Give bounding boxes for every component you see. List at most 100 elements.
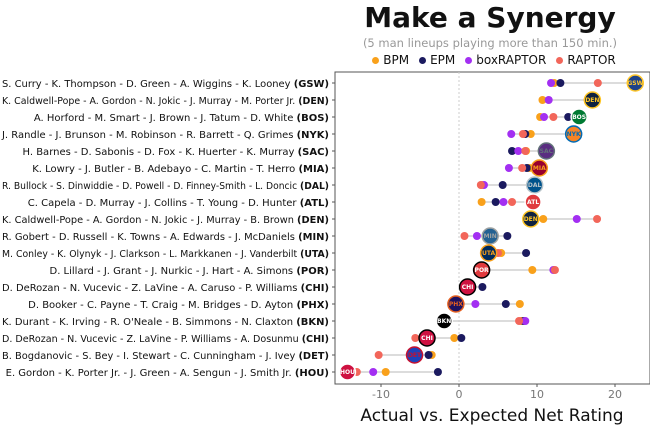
- team-logo-text: SAC: [540, 148, 554, 155]
- point-epm: [556, 79, 565, 87]
- lineup-row: K. Caldwell-Pope - A. Gordon - N. Jokic …: [2, 210, 602, 228]
- lineup-label: C. Capela - D. Murray - J. Collins - T. …: [28, 198, 329, 209]
- legend-item-raptor: RAPTOR: [556, 53, 616, 67]
- lineup-label: D. DeRozan - N. Vucevic - Z. LaVine - A.…: [2, 283, 329, 294]
- team-logo-text: BOS: [572, 114, 586, 121]
- point-raptor: [411, 334, 420, 342]
- lineup-label: K. Caldwell-Pope - A. Gordon - N. Jokic …: [2, 215, 329, 226]
- lineup-label: R. Bullock - S. Dinwiddie - D. Powell - …: [2, 181, 329, 192]
- team-logo-chi: [418, 329, 436, 347]
- point-epm: [433, 368, 442, 376]
- point-raptor: [593, 79, 602, 87]
- x-tick-label: -10: [372, 388, 390, 401]
- chart-title: Make a Synergy: [364, 1, 616, 34]
- lineup-label: K. Lowry - J. Butler - B. Adebayo - C. M…: [32, 164, 329, 175]
- lineup-label: J. Randle - J. Brunson - M. Robinson - R…: [1, 130, 329, 141]
- team-logo-text: DEN: [585, 97, 599, 104]
- lineup-row: M. Conley - K. Olynyk - J. Clarkson - L.…: [2, 244, 531, 262]
- point-bpm: [515, 300, 524, 308]
- team-logo-den: [583, 91, 602, 109]
- point-boxraptor: [507, 130, 516, 138]
- team-logo-bos: [570, 108, 588, 126]
- plot-border: [334, 71, 650, 385]
- point-epm: [478, 283, 487, 291]
- point-bpm: [539, 215, 548, 223]
- point-boxraptor: [504, 164, 513, 172]
- lineup-row: D. Booker - C. Payne - T. Craig - M. Bri…: [28, 295, 524, 313]
- legend-swatch-boxraptor: [465, 56, 473, 64]
- team-logo-min: [481, 227, 499, 245]
- point-boxraptor: [572, 215, 581, 223]
- team-logo-text: HOU: [340, 369, 355, 376]
- team-logo-text: DAL: [528, 182, 542, 189]
- team-logo-nyk: [564, 125, 583, 143]
- lineup-row: S. Curry - K. Thompson - D. Green - A. W…: [2, 74, 645, 92]
- point-bpm: [528, 266, 537, 274]
- team-logo-text: ATL: [527, 199, 539, 206]
- point-bpm: [538, 96, 547, 104]
- point-boxraptor: [547, 79, 556, 87]
- lineup-label: H. Barnes - D. Sabonis - D. Fox - K. Hue…: [23, 147, 330, 158]
- point-boxraptor: [369, 368, 378, 376]
- lineup-label: D. Booker - C. Payne - T. Craig - M. Bri…: [28, 300, 329, 311]
- team-logo-text: GSW: [627, 80, 643, 87]
- legend-item-epm: EPM: [419, 53, 455, 67]
- point-raptor: [508, 198, 517, 206]
- legend-swatch-epm: [419, 56, 427, 64]
- team-logo-text: DET: [408, 352, 422, 359]
- lineup-label: B. Bogdanovic - S. Bey - I. Stewart - C.…: [2, 351, 329, 362]
- lineup-row: K. Lowry - J. Butler - B. Adebayo - C. M…: [32, 159, 549, 177]
- team-logo-text: UTA: [482, 250, 495, 257]
- point-raptor: [374, 351, 383, 359]
- lineup-label: K. Durant - K. Irving - R. O'Neale - B. …: [2, 317, 329, 328]
- point-epm: [501, 300, 510, 308]
- team-logo-text: POR: [475, 267, 489, 274]
- point-raptor: [518, 130, 527, 138]
- point-raptor: [593, 215, 602, 223]
- point-epm: [491, 198, 500, 206]
- point-boxraptor: [544, 96, 553, 104]
- chart-subtitle: (5 man lineups playing more than 150 min…: [362, 36, 618, 50]
- point-epm: [564, 113, 573, 121]
- point-epm: [457, 334, 466, 342]
- lineup-row: K. Durant - K. Irving - R. O'Neale - B. …: [2, 312, 530, 330]
- lineup-row: A. Horford - M. Smart - J. Brown - J. Ta…: [34, 108, 588, 126]
- team-logo-text: BKN: [437, 318, 451, 325]
- point-epm: [522, 249, 531, 257]
- team-logo-chi: [458, 278, 477, 296]
- point-bpm: [450, 334, 459, 342]
- point-boxraptor: [472, 232, 481, 240]
- legend-swatch-raptor: [556, 56, 564, 64]
- lineup-label: D. Lillard - J. Grant - J. Nurkic - J. H…: [50, 266, 330, 277]
- lineup-label: K. Caldwell-Pope - A. Gordon - N. Jokic …: [2, 96, 329, 107]
- legend-label: boxRAPTOR: [476, 53, 547, 67]
- x-tick-label: 10: [530, 388, 544, 401]
- lineup-label: R. Gobert - D. Russell - K. Towns - A. E…: [2, 232, 329, 243]
- lineup-row: E. Gordon - K. Porter Jr. - J. Green - A…: [6, 363, 442, 381]
- team-logo-hou: [338, 363, 357, 381]
- team-logo-phx: [447, 295, 465, 313]
- point-epm: [503, 232, 512, 240]
- legend-label: EPM: [430, 53, 456, 67]
- lineup-row: D. Lillard - J. Grant - J. Nurkic - J. H…: [50, 261, 559, 279]
- team-logo-mia: [530, 159, 549, 177]
- point-raptor: [550, 266, 559, 274]
- lineup-label: E. Gordon - K. Porter Jr. - J. Green - A…: [6, 368, 329, 379]
- team-logo-atl: [524, 193, 542, 211]
- point-bpm: [381, 368, 390, 376]
- legend-label: BPM: [383, 53, 410, 67]
- team-logo-gsw: [626, 74, 645, 92]
- point-boxraptor: [514, 147, 523, 155]
- team-logo-text: NYK: [567, 131, 581, 138]
- team-logo-text: CHI: [462, 284, 474, 291]
- lineup-row: J. Randle - J. Brunson - M. Robinson - R…: [1, 125, 583, 143]
- point-boxraptor: [521, 317, 530, 325]
- team-logo-sac: [537, 142, 556, 160]
- legend-label: RAPTOR: [567, 53, 616, 67]
- legend-item-boxraptor: boxRAPTOR: [465, 53, 546, 67]
- x-axis-label: Actual vs. Expected Net Rating: [360, 406, 623, 426]
- point-epm: [498, 181, 507, 189]
- point-raptor: [521, 147, 530, 155]
- point-boxraptor: [499, 198, 508, 206]
